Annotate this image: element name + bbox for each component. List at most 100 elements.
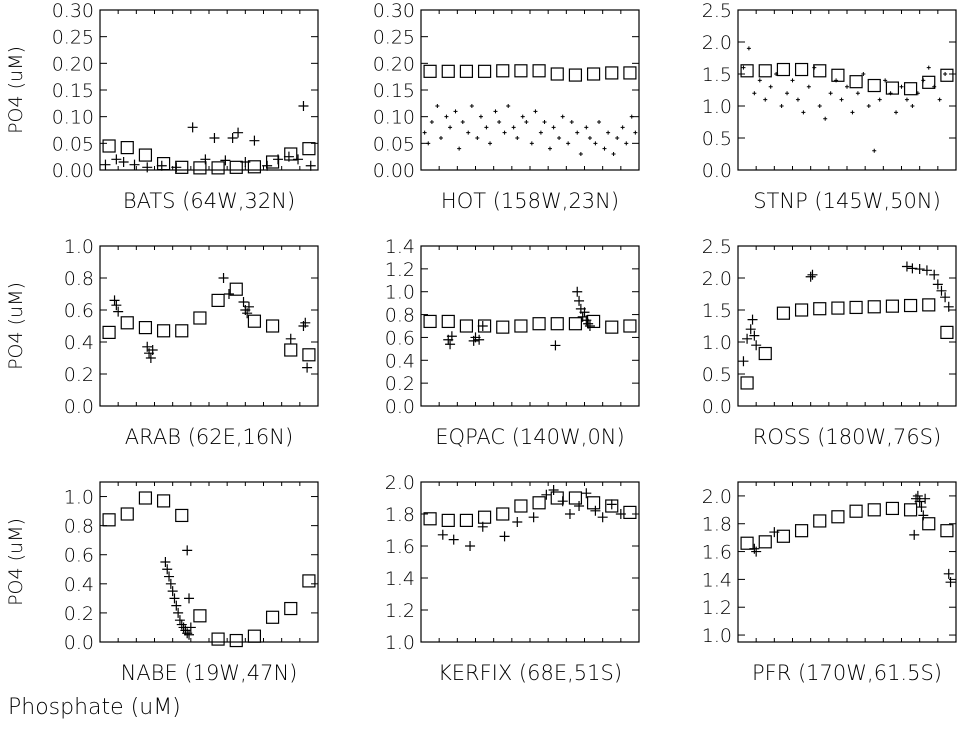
observation-point bbox=[129, 159, 140, 170]
model-point bbox=[813, 302, 827, 316]
observation-point bbox=[768, 84, 773, 89]
model-point bbox=[813, 64, 827, 78]
observation-point bbox=[478, 114, 483, 119]
model-point bbox=[441, 314, 455, 329]
observation-point bbox=[581, 488, 592, 499]
model-point bbox=[138, 491, 153, 505]
model-point bbox=[156, 324, 171, 338]
model-point bbox=[940, 68, 954, 82]
panel-5: 0.0 0.5 1.0 1.5 2.0 2.5 ROSS (180W,76S) bbox=[702, 236, 957, 449]
observation-point bbox=[145, 353, 156, 363]
model-point bbox=[247, 314, 262, 328]
model-point bbox=[138, 321, 153, 335]
y-tick-label: 2.5 bbox=[702, 0, 732, 22]
observation-point bbox=[484, 125, 489, 130]
observation-point bbox=[541, 489, 552, 500]
observation-point bbox=[200, 154, 211, 165]
panel-0: 0.00 0.05 0.10 0.15 0.20 0.25 0.30 BATS (64W,32… bbox=[5, 0, 319, 213]
y-tick-label: 1.5 bbox=[702, 64, 732, 86]
model-point bbox=[776, 62, 791, 77]
observation-point bbox=[901, 261, 912, 272]
y-tick-label: 0.0 bbox=[64, 396, 94, 418]
y-tick-label: 0.25 bbox=[52, 27, 94, 49]
model-point bbox=[740, 64, 754, 78]
model-point bbox=[867, 300, 881, 314]
y-tick-label: 0.15 bbox=[52, 80, 94, 102]
observation-point bbox=[465, 541, 476, 551]
model-point bbox=[903, 298, 918, 313]
plot-frame bbox=[420, 9, 640, 171]
observation-point bbox=[142, 162, 153, 173]
observation-point bbox=[620, 125, 625, 130]
observation-point bbox=[184, 629, 195, 640]
model-point bbox=[459, 513, 474, 528]
observation-point bbox=[515, 136, 520, 140]
observation-point bbox=[914, 264, 925, 275]
observation-point bbox=[749, 543, 760, 554]
model-point bbox=[423, 314, 437, 329]
observation-point bbox=[578, 152, 583, 156]
observation-point bbox=[283, 151, 294, 162]
y-tick-label: 0.25 bbox=[373, 27, 415, 49]
observation-point bbox=[528, 512, 539, 523]
y-tick-label: 1.0 bbox=[702, 625, 732, 647]
model-point bbox=[903, 82, 918, 96]
observation-point bbox=[557, 496, 568, 507]
observation-point bbox=[173, 607, 184, 618]
panel-title: KERFIX (68E,51S) bbox=[438, 661, 622, 685]
model-point bbox=[813, 514, 827, 528]
panel-3: 0.0 0.2 0.4 0.6 0.8 1.0 ARAB (62E,16N) PO4 (uM) bbox=[5, 236, 319, 449]
model-point bbox=[284, 343, 298, 357]
observation-point bbox=[574, 295, 585, 306]
model-point bbox=[229, 160, 243, 174]
y-tick-label: 0.8 bbox=[64, 268, 94, 290]
model-point bbox=[120, 507, 134, 521]
observation-point bbox=[602, 146, 607, 151]
y-tick-label: 0.15 bbox=[373, 80, 415, 102]
figure-caption: Phosphate (uM) bbox=[8, 695, 181, 720]
model-point bbox=[586, 496, 601, 510]
model-point bbox=[102, 139, 116, 153]
model-point bbox=[229, 282, 243, 296]
observation-point bbox=[182, 545, 193, 556]
panel-title: STNP (145W,50N) bbox=[753, 189, 941, 213]
observation-point bbox=[907, 263, 918, 274]
y-tick-label: 0.2 bbox=[64, 364, 94, 386]
observation-point bbox=[551, 125, 556, 130]
observation-point bbox=[302, 362, 313, 373]
observation-point bbox=[300, 317, 311, 328]
observation-point bbox=[861, 72, 866, 76]
observation-point bbox=[909, 529, 920, 540]
observation-point bbox=[921, 78, 926, 83]
observation-point bbox=[262, 160, 273, 171]
observation-point bbox=[457, 146, 462, 151]
y-tick-label: 1.2 bbox=[702, 597, 732, 619]
y-tick-label: 1.8 bbox=[385, 504, 415, 526]
model-point bbox=[922, 517, 936, 531]
y-tick-label: 1.0 bbox=[64, 236, 94, 258]
observation-point bbox=[590, 505, 601, 516]
observation-point bbox=[883, 78, 888, 83]
observation-point bbox=[162, 564, 173, 575]
panel-1: 0.00 0.05 0.10 0.15 0.20 0.25 0.30 HOT (158W,23… bbox=[373, 0, 640, 213]
y-tick-label: 0.4 bbox=[385, 350, 415, 372]
observation-point bbox=[629, 114, 634, 119]
observation-point bbox=[111, 300, 122, 311]
observation-point bbox=[615, 136, 620, 140]
observation-point bbox=[943, 72, 948, 76]
model-point bbox=[885, 501, 900, 516]
observation-point bbox=[160, 557, 171, 567]
observation-point bbox=[746, 46, 751, 51]
observation-point bbox=[438, 136, 443, 140]
y-tick-label: 0.0 bbox=[702, 160, 732, 182]
observation-point bbox=[584, 125, 589, 130]
y-tick-label: 0.6 bbox=[64, 545, 94, 567]
y-tick-label: 0.8 bbox=[385, 305, 415, 327]
y-tick-label: 0.05 bbox=[373, 133, 415, 155]
panel-title: PFR (170W,61.5S) bbox=[752, 661, 942, 685]
observation-point bbox=[142, 341, 153, 352]
observation-point bbox=[477, 521, 488, 532]
observation-point bbox=[741, 65, 746, 70]
observation-point bbox=[174, 615, 185, 626]
